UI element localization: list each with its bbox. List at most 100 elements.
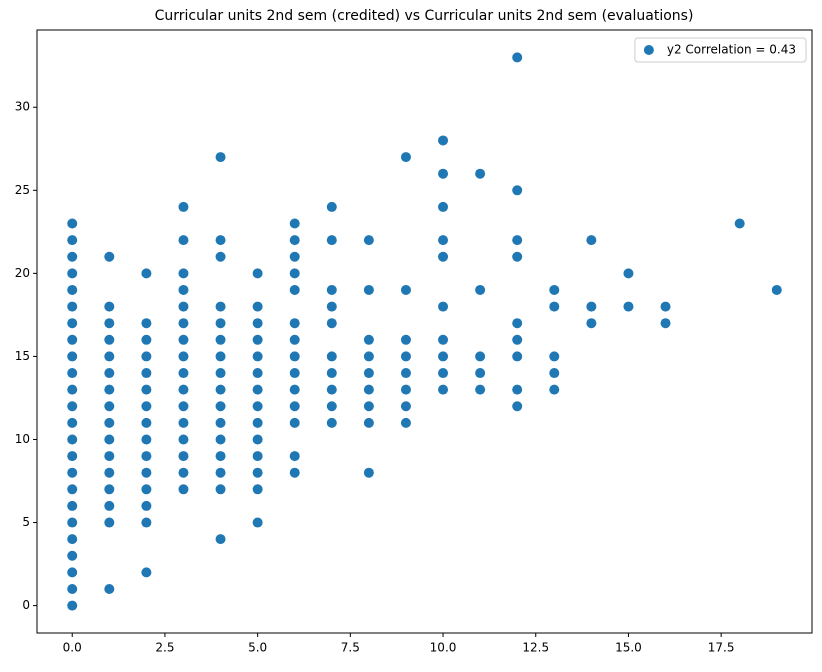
scatter-point xyxy=(326,351,337,362)
scatter-point xyxy=(438,334,449,345)
scatter-point xyxy=(400,284,411,295)
x-tick-label: 17.5 xyxy=(708,641,735,655)
scatter-point xyxy=(215,318,226,329)
scatter-point xyxy=(438,351,449,362)
scatter-point xyxy=(512,235,523,246)
scatter-point xyxy=(178,268,189,279)
scatter-point xyxy=(252,351,263,362)
scatter-point xyxy=(215,152,226,163)
scatter-point xyxy=(475,168,486,179)
scatter-point xyxy=(400,401,411,412)
scatter-point xyxy=(252,434,263,445)
legend-box xyxy=(634,37,807,63)
scatter-point xyxy=(475,368,486,379)
scatter-point xyxy=(363,368,374,379)
scatter-point xyxy=(215,334,226,345)
x-tick-label: 12.5 xyxy=(522,641,549,655)
y-tick-label: 15 xyxy=(15,349,30,363)
scatter-point xyxy=(252,451,263,462)
scatter-point xyxy=(141,384,152,395)
scatter-point xyxy=(67,534,78,545)
scatter-point xyxy=(289,417,300,428)
scatter-point xyxy=(104,401,115,412)
scatter-point xyxy=(586,318,597,329)
scatter-point xyxy=(438,235,449,246)
scatter-point xyxy=(400,368,411,379)
scatter-point xyxy=(252,417,263,428)
scatter-point xyxy=(289,451,300,462)
scatter-point xyxy=(289,368,300,379)
scatter-point xyxy=(215,368,226,379)
scatter-point xyxy=(104,500,115,511)
scatter-point xyxy=(141,368,152,379)
scatter-point xyxy=(178,318,189,329)
x-tick-label: 0.0 xyxy=(63,641,82,655)
scatter-point xyxy=(289,384,300,395)
scatter-point xyxy=(67,318,78,329)
scatter-point xyxy=(67,218,78,229)
scatter-point xyxy=(289,467,300,478)
y-tick-label: 20 xyxy=(15,266,30,280)
scatter-point xyxy=(363,417,374,428)
scatter-point xyxy=(586,235,597,246)
scatter-point xyxy=(326,368,337,379)
scatter-point xyxy=(67,434,78,445)
scatter-point xyxy=(252,517,263,528)
scatter-point xyxy=(252,368,263,379)
scatter-point xyxy=(141,434,152,445)
scatter-point xyxy=(475,384,486,395)
scatter-point xyxy=(326,384,337,395)
scatter-point xyxy=(400,384,411,395)
scatter-point xyxy=(326,235,337,246)
scatter-point xyxy=(289,218,300,229)
scatter-point xyxy=(67,550,78,561)
scatter-point xyxy=(252,467,263,478)
scatter-point xyxy=(141,517,152,528)
scatter-point xyxy=(512,334,523,345)
scatter-point xyxy=(549,384,560,395)
legend-marker xyxy=(643,45,654,55)
scatter-point xyxy=(178,301,189,312)
scatter-point xyxy=(512,401,523,412)
y-tick-label: 0 xyxy=(22,598,30,612)
scatter-point xyxy=(215,384,226,395)
y-tick-label: 5 xyxy=(22,515,30,529)
scatter-point xyxy=(104,301,115,312)
scatter-point xyxy=(178,284,189,295)
scatter-point xyxy=(67,500,78,511)
scatter-point xyxy=(363,467,374,478)
scatter-point xyxy=(215,351,226,362)
scatter-point xyxy=(67,351,78,362)
scatter-point xyxy=(289,401,300,412)
scatter-point xyxy=(215,301,226,312)
scatter-point xyxy=(326,301,337,312)
scatter-point xyxy=(178,384,189,395)
scatter-point xyxy=(252,334,263,345)
scatter-point xyxy=(67,451,78,462)
scatter-point xyxy=(512,185,523,196)
scatter-point xyxy=(67,384,78,395)
scatter-point xyxy=(623,268,634,279)
scatter-point xyxy=(178,368,189,379)
scatter-point xyxy=(215,451,226,462)
scatter-point xyxy=(289,235,300,246)
scatter-point xyxy=(512,384,523,395)
y-tick-label: 25 xyxy=(15,183,30,197)
scatter-point xyxy=(289,318,300,329)
scatter-point xyxy=(400,417,411,428)
scatter-point xyxy=(438,251,449,262)
scatter-point xyxy=(215,417,226,428)
scatter-point xyxy=(104,251,115,262)
scatter-point xyxy=(215,534,226,545)
x-tick-label: 10.0 xyxy=(430,641,457,655)
scatter-point xyxy=(438,301,449,312)
scatter-point xyxy=(67,600,78,611)
scatter-point xyxy=(141,334,152,345)
scatter-point xyxy=(771,284,782,295)
scatter-point xyxy=(141,401,152,412)
scatter-point xyxy=(67,268,78,279)
scatter-point xyxy=(549,351,560,362)
scatter-point xyxy=(215,484,226,495)
scatter-point xyxy=(363,334,374,345)
